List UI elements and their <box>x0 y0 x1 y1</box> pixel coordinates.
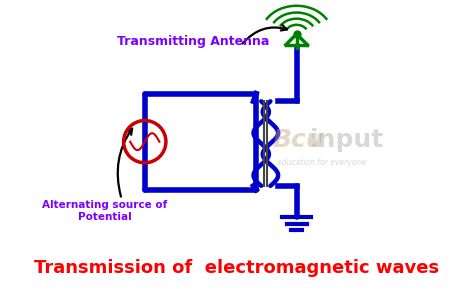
Text: Bcu: Bcu <box>273 128 324 152</box>
Text: Transmission of  electromagnetic waves: Transmission of electromagnetic waves <box>35 260 439 278</box>
Text: Transmitting Antenna: Transmitting Antenna <box>117 35 269 48</box>
Text: education for everyone: education for everyone <box>277 158 366 167</box>
Text: input: input <box>310 128 383 152</box>
Text: Alternating source of
Potential: Alternating source of Potential <box>42 200 167 222</box>
